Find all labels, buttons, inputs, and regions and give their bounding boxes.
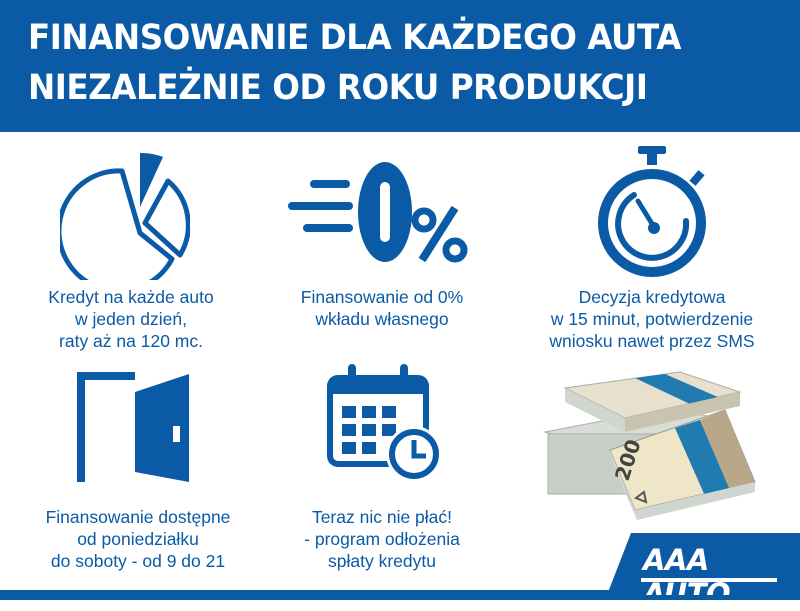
feature-credit-any-car: Kredyt na każde auto w jeden dzień, raty…	[48, 287, 214, 351]
logo-text: AAA AUTO	[643, 543, 731, 611]
bottom-bar	[0, 590, 800, 600]
feature-opening-hours: Finansowanie dostępne od poniedziałku do…	[45, 507, 231, 571]
aaa-auto-logo: AAA AUTO	[607, 533, 800, 595]
headline-line-2: NIEZALEŻNIE OD ROKU PRODUKCJI	[28, 68, 648, 108]
banknote-stack-image: 200	[543, 371, 756, 520]
header-banner: FINANSOWANIE DLA KAŻDEGO AUTA NIEZALEŻNI…	[0, 0, 800, 132]
open-door-icon	[77, 372, 189, 482]
zero-percent-icon	[288, 162, 468, 263]
calendar-clock-icon	[327, 364, 442, 482]
pie-chart-icon	[60, 152, 190, 280]
stopwatch-icon	[598, 146, 706, 277]
headline-line-1: FINANSOWANIE DLA KAŻDEGO AUTA	[28, 18, 681, 58]
feature-zero-down: Finansowanie od 0% wkładu własnego	[300, 287, 464, 329]
feature-quick-decision: Decyzja kredytowa w 15 minut, potwierdze…	[549, 287, 755, 351]
feature-payment-deferral: Teraz nic nie płać! - program odłożenia …	[304, 507, 460, 571]
